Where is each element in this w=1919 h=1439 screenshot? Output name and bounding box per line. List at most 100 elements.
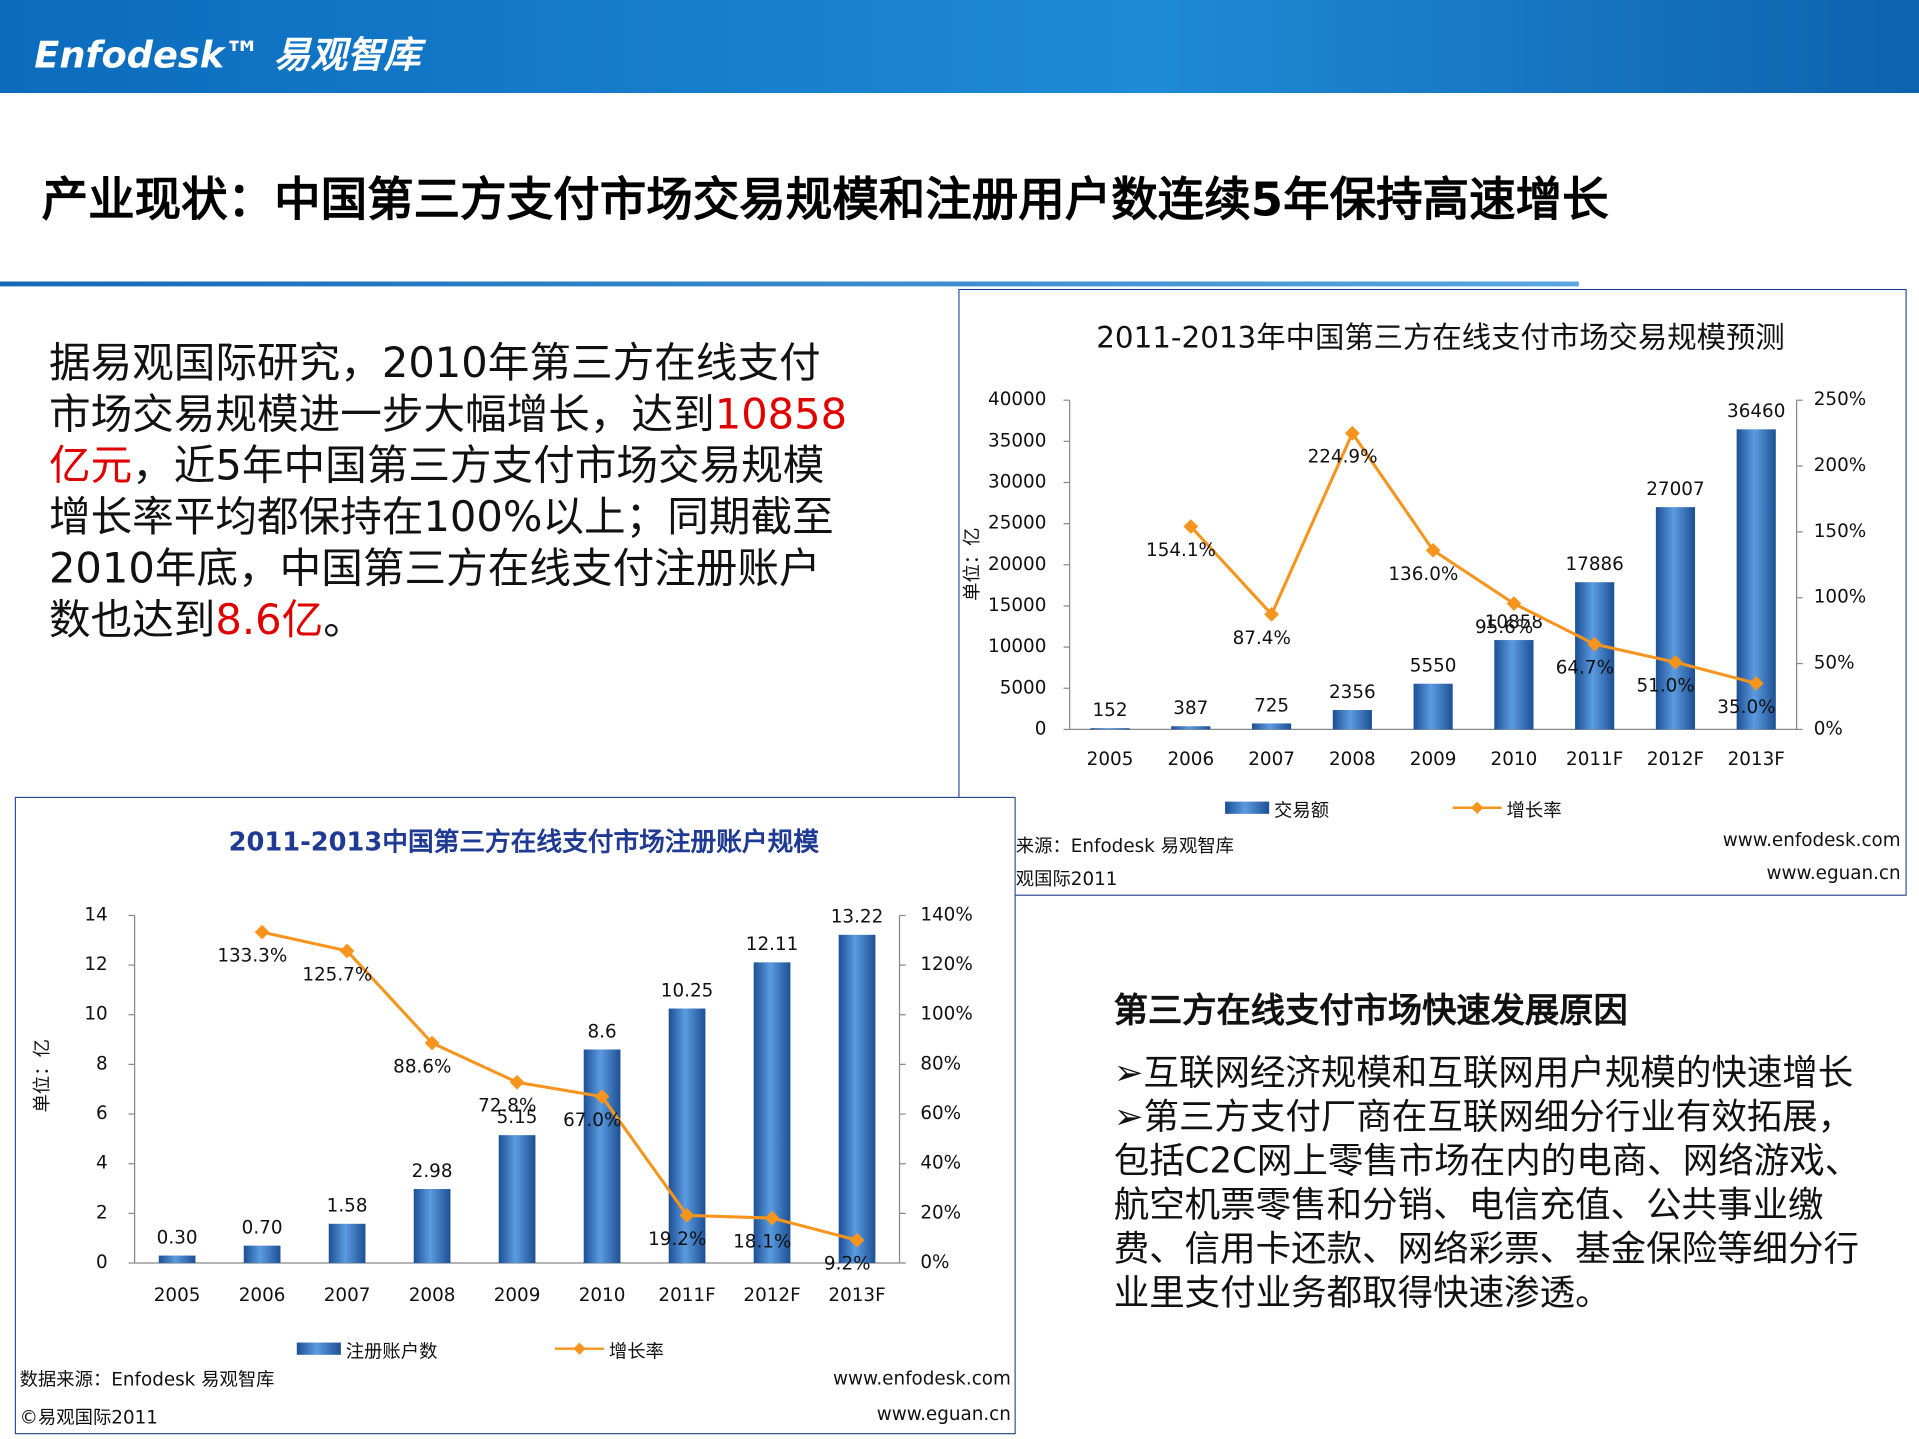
y-tick-label: 10000 — [988, 636, 1046, 657]
bar — [1413, 683, 1453, 730]
website: www.enfodesk.com — [833, 1368, 1011, 1389]
y-tick-label: 25000 — [988, 513, 1046, 534]
y-tick-label: 35000 — [988, 430, 1046, 451]
bar-value-label: 13.22 — [831, 907, 884, 928]
line-marker — [1264, 606, 1279, 622]
bar — [498, 1135, 536, 1264]
website: www.enfodesk.com — [1723, 830, 1901, 851]
bar-value-label: 0.70 — [242, 1218, 283, 1239]
bar — [413, 1189, 451, 1264]
bar — [1171, 726, 1211, 730]
bar-value-label: 152 — [1093, 700, 1128, 721]
y2-tick-label: 120% — [920, 954, 972, 975]
bar — [1575, 582, 1615, 730]
website: www.eguan.cn — [1767, 863, 1901, 884]
legend-label: 注册账户数 — [346, 1341, 438, 1362]
line — [261, 930, 858, 1242]
y2-tick-label: 60% — [920, 1103, 961, 1124]
bar — [158, 1255, 196, 1264]
bar — [1655, 507, 1696, 730]
y2-tick-label: 100% — [1814, 587, 1866, 608]
x-tick-label: 2006 — [239, 1285, 286, 1306]
y2-tick-label: 0% — [1814, 718, 1843, 739]
logo: Enfodesk™ 易观智库 — [34, 34, 421, 78]
y-tick-label: 6 — [96, 1103, 108, 1124]
y2-tick-label: 0% — [920, 1252, 949, 1273]
reasons: 第三方在线支付市场快速发展原因 互联网经济规模和互联网用户规模的快速增长 第三方… — [1114, 984, 1885, 1314]
y-tick-label: 2 — [96, 1202, 108, 1223]
summary-text: 。 — [323, 596, 365, 645]
legend-swatch — [1471, 801, 1484, 814]
y2-tick-label: 40% — [920, 1153, 961, 1174]
x-tick-label: 2010 — [579, 1285, 626, 1306]
line-marker — [1425, 542, 1441, 558]
y-tick-label: 40000 — [988, 389, 1046, 410]
copyright: ©易观国际2011 — [20, 1407, 158, 1428]
line-value-label: 18.1% — [733, 1232, 791, 1253]
y-axis-label: 单位：亿 — [962, 528, 983, 601]
reason-item: 互联网经济规模和互联网用户规模的快速增长 — [1114, 1050, 1885, 1094]
y2-tick-label: 200% — [1814, 455, 1866, 476]
line-marker — [339, 943, 355, 959]
bar-value-label: 10.25 — [661, 980, 714, 1001]
y-tick-label: 12 — [84, 954, 107, 975]
line-value-label: 125.7% — [302, 964, 372, 985]
bar-value-label: 2356 — [1329, 682, 1376, 703]
x-tick-label: 2005 — [1087, 749, 1134, 770]
x-tick-label: 2011F — [1566, 749, 1623, 770]
bar-value-label: 12.11 — [746, 934, 799, 955]
line-value-label: 88.6% — [393, 1057, 451, 1078]
bar — [1090, 728, 1130, 730]
bar-value-label: 8.6 — [587, 1021, 616, 1042]
bar — [243, 1245, 281, 1264]
x-tick-label: 2005 — [154, 1285, 201, 1306]
website: www.eguan.cn — [877, 1404, 1011, 1425]
line-value-label: 64.7% — [1556, 658, 1614, 679]
x-tick-label: 2009 — [494, 1285, 541, 1306]
y-tick-label: 14 — [84, 904, 107, 925]
bar-value-label: 0.30 — [157, 1227, 198, 1248]
line-value-label: 87.4% — [1233, 628, 1291, 649]
line-value-label: 35.0% — [1717, 697, 1775, 718]
bar — [838, 934, 876, 1264]
y-tick-label: 8 — [96, 1053, 108, 1074]
y2-tick-label: 20% — [920, 1202, 961, 1223]
bar-value-label: 5550 — [1410, 656, 1457, 677]
legend-label: 增长率 — [609, 1341, 664, 1362]
reason-item: 第三方支付厂商在互联网细分行业有效拓展，包括C2C网上零售市场在内的电商、网络游… — [1114, 1094, 1885, 1314]
x-tick-label: 2012F — [1647, 749, 1704, 770]
x-tick-label: 2008 — [409, 1285, 456, 1306]
slide-title: 产业现状：中国第三方支付市场交易规模和注册用户数连续5年保持高速增长 — [41, 172, 1609, 227]
y-tick-label: 5000 — [1000, 677, 1047, 698]
x-tick-label: 2009 — [1410, 749, 1457, 770]
legend-label: 增长率 — [1507, 800, 1562, 821]
source: 数据来源：Enfodesk 易观智库 — [20, 1370, 275, 1391]
y2-tick-label: 100% — [920, 1004, 972, 1025]
bar-value-label: 10858 — [1485, 612, 1543, 633]
y-tick-label: 15000 — [988, 595, 1046, 616]
x-tick-label: 2010 — [1491, 749, 1538, 770]
bar-value-label: 2.98 — [412, 1161, 453, 1182]
line-value-label: 136.0% — [1388, 564, 1458, 585]
highlight: 8.6亿 — [215, 596, 324, 645]
line-value-label: 224.9% — [1308, 447, 1378, 468]
y2-tick-label: 250% — [1814, 389, 1866, 410]
line-value-label: 95.6% — [1475, 617, 1533, 638]
summary-text: ，近5年中国第三方支付市场交易规模增长率平均都保持在100%以上；同期截至201… — [48, 441, 834, 645]
reasons-heading: 第三方在线支付市场快速发展原因 — [1113, 990, 1628, 1031]
bar — [1251, 723, 1292, 730]
y-tick-label: 0 — [1035, 718, 1047, 739]
line-value-label: 133.3% — [217, 946, 287, 967]
bar — [328, 1223, 366, 1264]
bar — [668, 1008, 706, 1264]
y-axis-label: 单位：亿 — [32, 1039, 53, 1112]
x-tick-label: 2011F — [658, 1285, 715, 1306]
line-value-label: 154.1% — [1146, 540, 1216, 561]
y-tick-label: 10 — [84, 1004, 107, 1025]
x-tick-label: 2007 — [324, 1285, 371, 1306]
chart-title: 2011-2013年中国第三方在线支付市场交易规模预测 — [1096, 321, 1785, 355]
summary-text: 据易观国际研究，2010年第三方在线支付市场交易规模进一步大幅增长，达到 — [48, 339, 821, 440]
